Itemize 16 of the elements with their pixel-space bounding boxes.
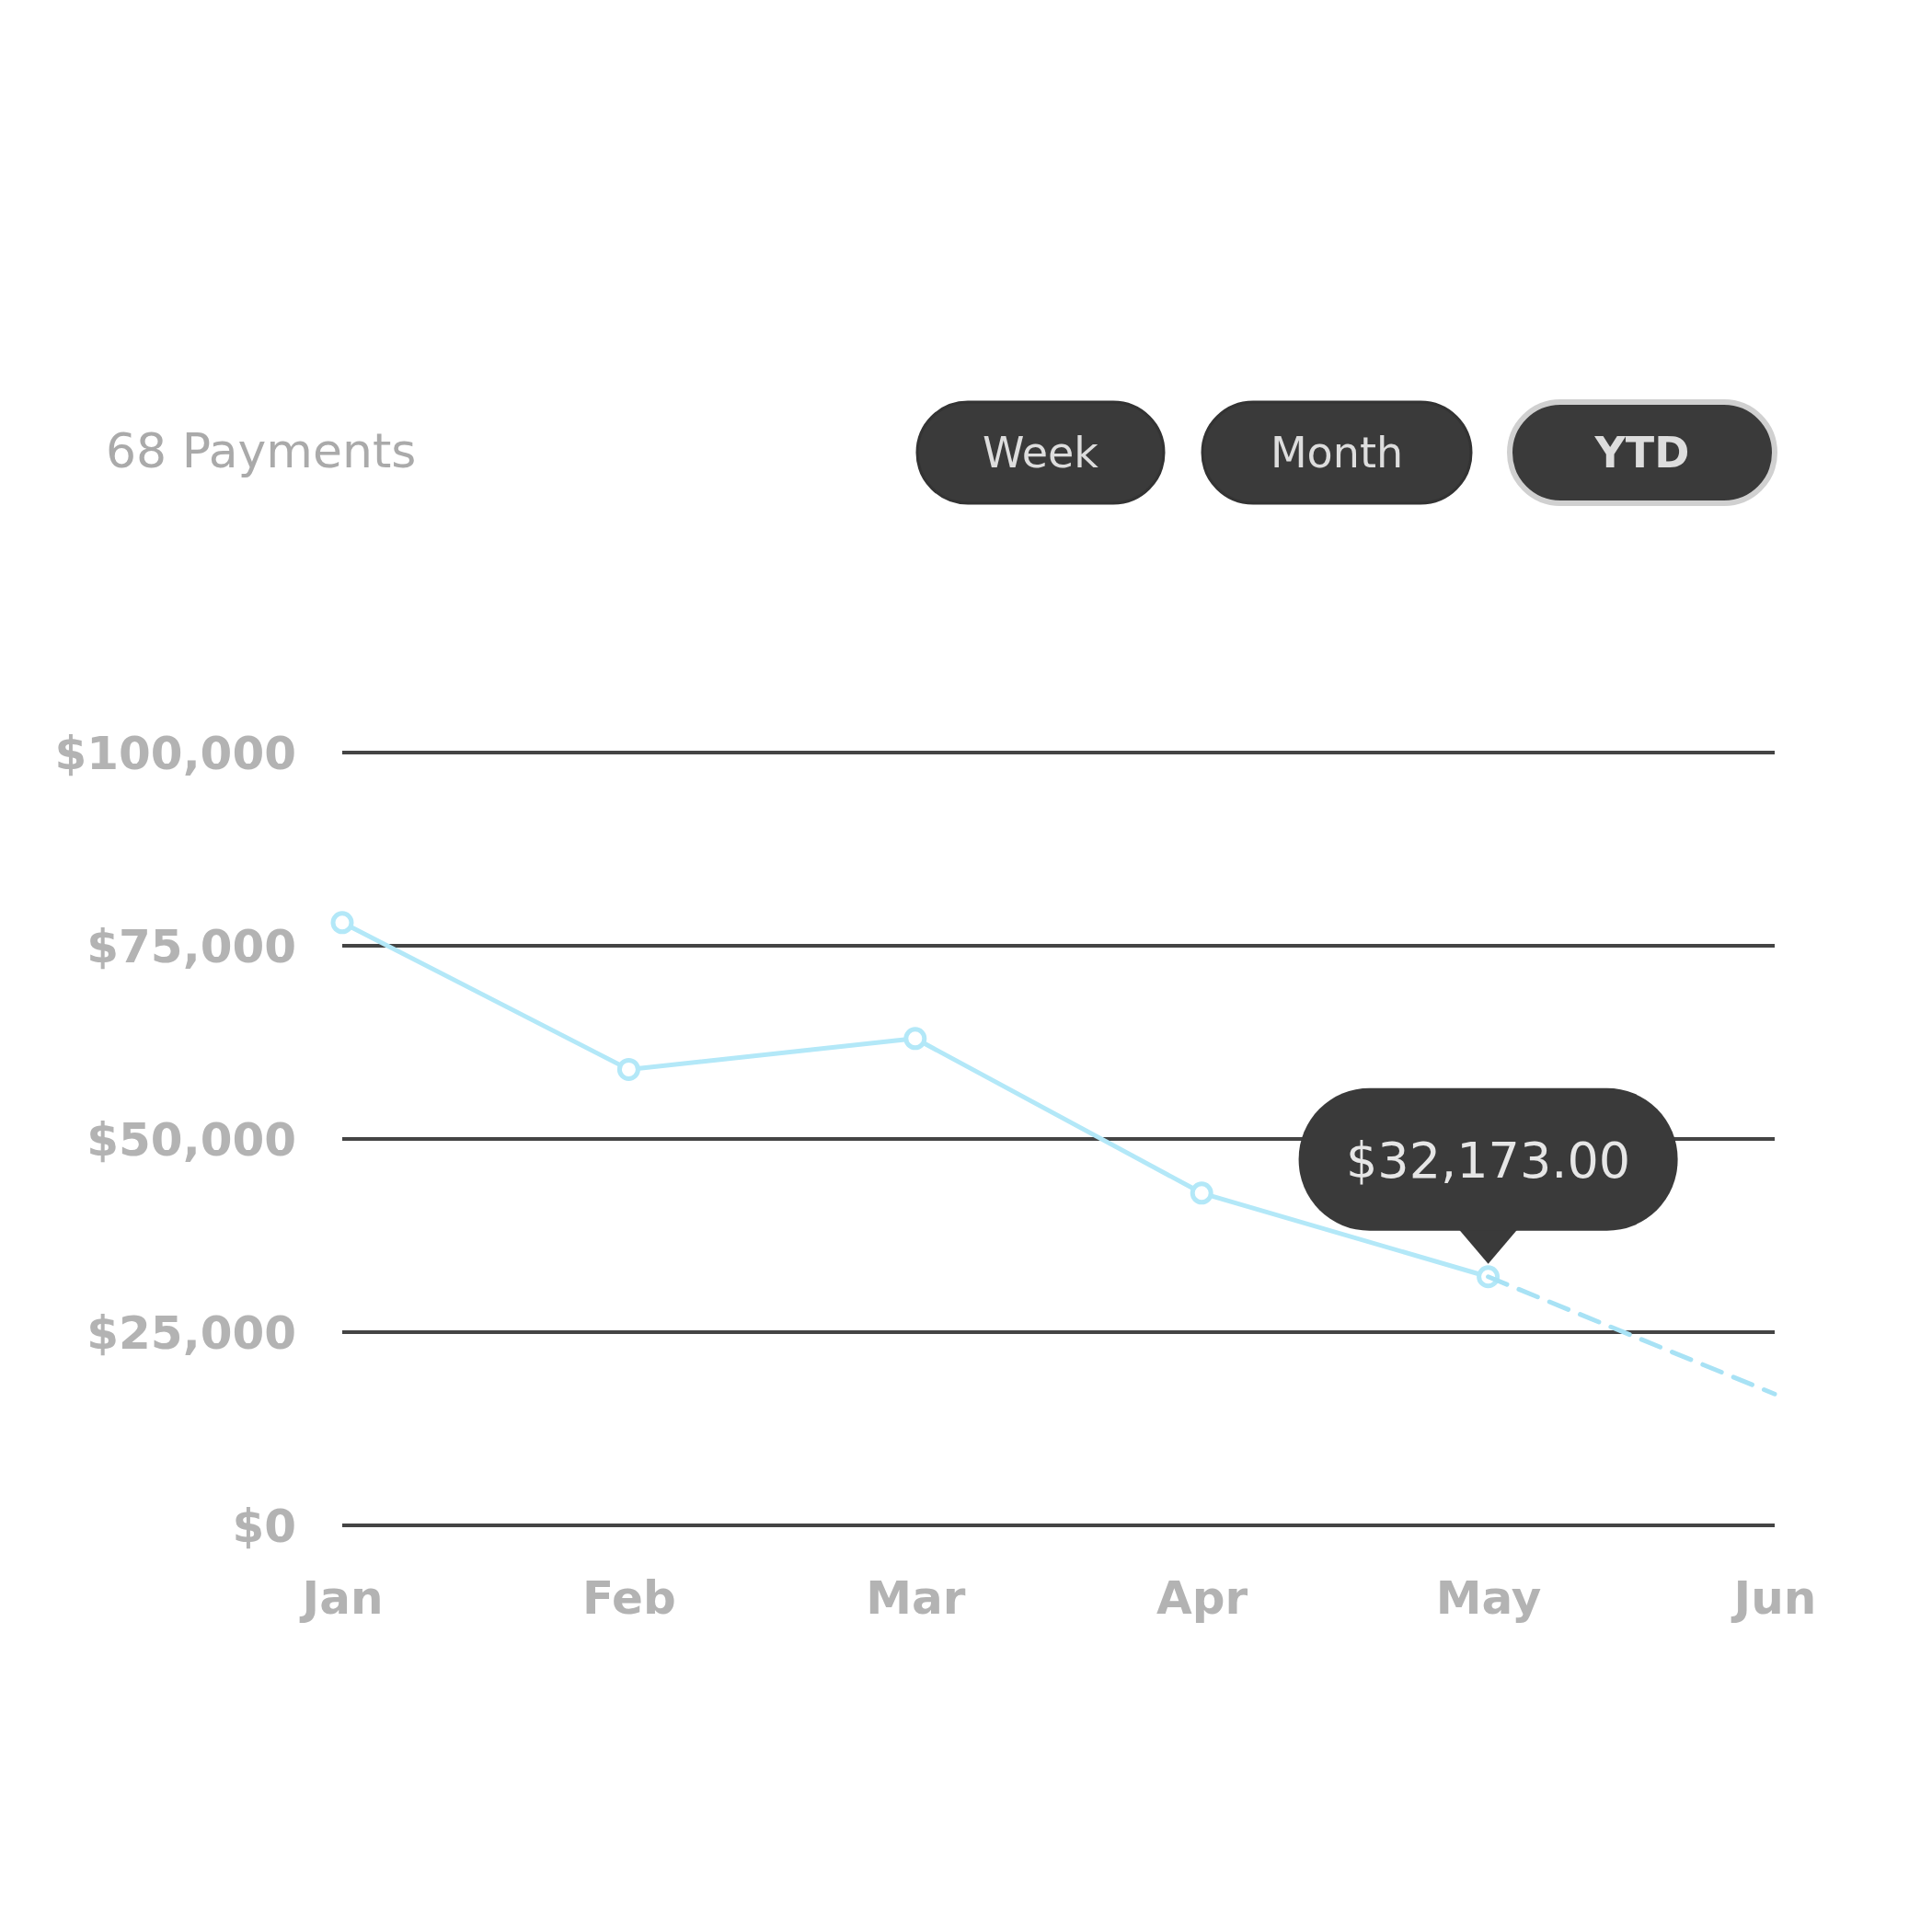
y-tick-label: $25,000 bbox=[86, 1306, 296, 1360]
toggle-button: Week bbox=[915, 400, 1166, 505]
x-tick-label: May bbox=[1435, 1570, 1542, 1625]
y-tick-label: $50,000 bbox=[86, 1113, 296, 1167]
x-tick-label: Jun bbox=[1731, 1570, 1817, 1625]
x-tick-label: Feb bbox=[581, 1570, 676, 1625]
annotation: $32,173.00 bbox=[1346, 1131, 1631, 1190]
x-tick-label: Apr bbox=[1156, 1570, 1248, 1625]
toggle-button: YTD bbox=[1507, 399, 1777, 506]
y-tick-label: $0 bbox=[232, 1500, 296, 1553]
chart-title: 68 Payments bbox=[106, 423, 417, 478]
y-tick-label: $75,000 bbox=[86, 920, 296, 973]
y-tick-label: $100,000 bbox=[54, 727, 296, 780]
x-tick-label: Mar bbox=[866, 1570, 966, 1625]
x-tick-label: Jan bbox=[299, 1570, 384, 1625]
toggle-button: Month bbox=[1201, 400, 1473, 505]
